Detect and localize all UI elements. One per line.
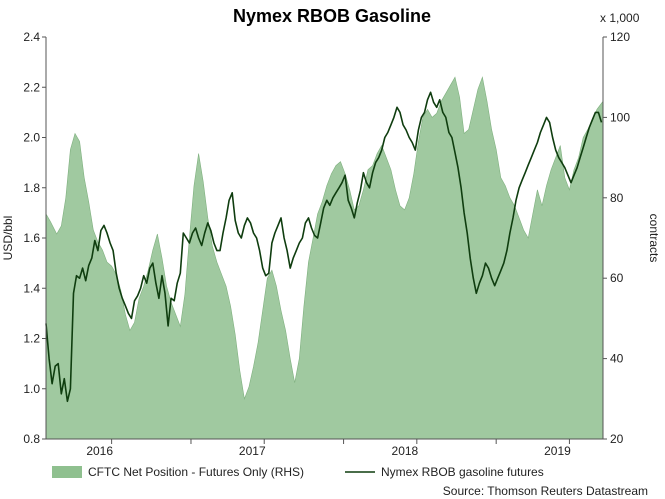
right-tick-label: 120: [610, 30, 630, 44]
left-tick-label: 1.4: [23, 281, 40, 295]
cftc-net-position-area: [45, 76, 604, 440]
left-tick-label: 2.2: [23, 80, 40, 94]
left-axis-label: USD/bbl: [1, 216, 15, 261]
right-tick-label: 60: [610, 271, 624, 285]
right-tick-label: 100: [610, 110, 630, 124]
right-tick-label: 40: [610, 352, 624, 366]
cftc-area-path: [45, 76, 604, 440]
right-axis-unit: x 1,000: [600, 11, 640, 25]
x-tick-label: 2019: [544, 444, 571, 458]
left-tick-label: 2.0: [23, 131, 40, 145]
left-tick-label: 1.2: [23, 332, 40, 346]
right-tick-label: 80: [610, 191, 624, 205]
legend-label-cftc: CFTC Net Position - Futures Only (RHS): [88, 465, 304, 479]
chart-title: Nymex RBOB Gasoline: [233, 6, 431, 26]
legend-item-rbob: Nymex RBOB gasoline futures: [345, 465, 544, 479]
rbob-futures-line: [45, 91, 603, 403]
legend: CFTC Net Position - Futures Only (RHS) N…: [52, 465, 544, 479]
right-axis-ticks: 20 40 60 80 100 120: [603, 30, 630, 446]
x-tick-label: 2018: [392, 444, 419, 458]
right-axis-label: contracts: [647, 214, 661, 263]
legend-item-cftc: CFTC Net Position - Futures Only (RHS): [52, 465, 304, 479]
x-axis-ticks: 2016 2017 2018 2019: [86, 439, 571, 458]
source-note: Source: Thomson Reuters Datastream: [443, 484, 648, 498]
rbob-line-path: [45, 91, 603, 403]
left-tick-label: 1.8: [23, 181, 40, 195]
x-tick-label: 2016: [86, 444, 113, 458]
legend-label-rbob: Nymex RBOB gasoline futures: [381, 465, 544, 479]
legend-swatch-area: [52, 466, 82, 478]
left-tick-label: 1.0: [23, 382, 40, 396]
left-tick-label: 1.6: [23, 231, 40, 245]
left-tick-label: 2.4: [23, 30, 40, 44]
right-tick-label: 20: [610, 432, 624, 446]
left-tick-label: 0.8: [23, 432, 40, 446]
left-axis-ticks: 0.8 1.0 1.2 1.4 1.6 1.8 2.0 2.2 2.4: [23, 30, 46, 446]
x-tick-label: 2017: [239, 444, 266, 458]
